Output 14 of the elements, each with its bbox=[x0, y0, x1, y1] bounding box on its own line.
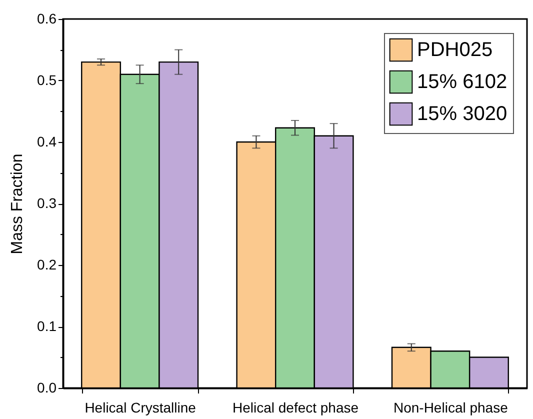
y-tick-label: 0.2 bbox=[37, 256, 57, 272]
y-tick-label: 0.0 bbox=[37, 380, 57, 396]
legend-label: 15% 6102 bbox=[417, 71, 508, 93]
x-tick-label: Non-Helical phase bbox=[393, 400, 508, 416]
x-tick-label: Helical Crystalline bbox=[84, 400, 196, 416]
legend-label: 15% 3020 bbox=[417, 103, 508, 125]
y-tick-label: 0.4 bbox=[37, 134, 57, 150]
y-tick-label: 0.1 bbox=[37, 318, 57, 334]
x-tick-label: Helical defect phase bbox=[232, 400, 359, 416]
y-tick-label: 0.5 bbox=[37, 72, 57, 88]
y-axis-title: Mass Fraction bbox=[9, 154, 26, 254]
y-tick-label: 0.3 bbox=[37, 195, 57, 211]
legend-label: PDH025 bbox=[417, 39, 493, 61]
y-tick-label: 0.6 bbox=[37, 10, 57, 26]
